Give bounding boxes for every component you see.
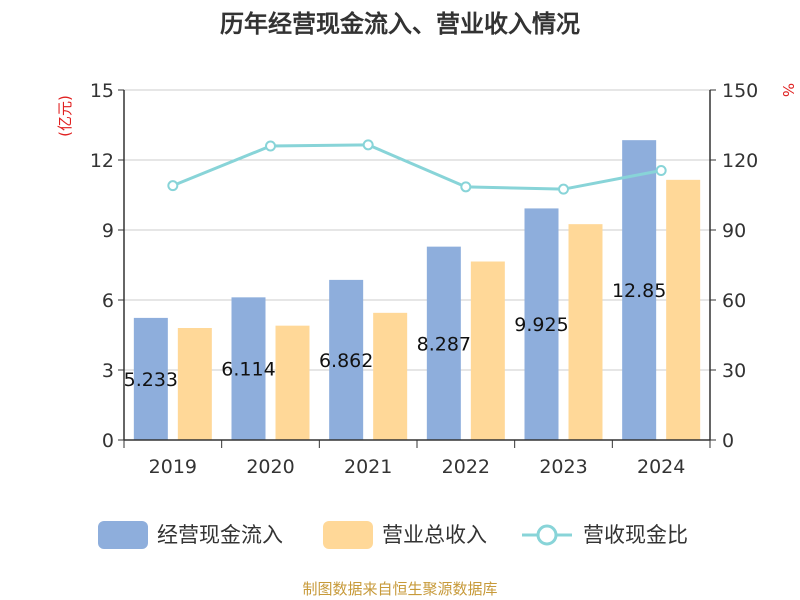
y-left-tick-label: 9 <box>102 220 114 242</box>
ratio-line <box>167 139 667 195</box>
y-left-unit: (亿元) <box>56 95 74 137</box>
y-left-tick-label: 6 <box>102 290 114 312</box>
legend-label-cash-inflow: 经营现金流入 <box>157 523 283 547</box>
legend-marker-ratio <box>536 524 558 546</box>
bar-cash-inflow <box>622 140 657 440</box>
bars <box>133 140 701 441</box>
bar-revenue <box>177 328 212 440</box>
data-label-cash-inflow: 5.233 <box>124 369 178 391</box>
legend-label-ratio: 营收现金比 <box>583 523 688 547</box>
bar-revenue <box>470 261 505 440</box>
data-label-cash-inflow: 9.925 <box>514 314 568 336</box>
bar-cash-inflow <box>231 297 266 440</box>
x-tick-label: 2019 <box>149 456 197 478</box>
source-note: 制图数据来自恒生聚源数据库 <box>302 580 497 598</box>
chart-title: 历年经营现金流入、营业收入情况 <box>220 10 580 38</box>
ratio-point <box>167 180 179 192</box>
x-tick-label: 2023 <box>539 456 587 478</box>
legend-label-revenue: 营业总收入 <box>382 523 487 547</box>
ratio-point <box>558 183 569 195</box>
y-right-unit: % <box>779 83 797 97</box>
y-left-tick-label: 12 <box>90 150 114 172</box>
ratio-line-path <box>172 143 662 191</box>
bar-revenue <box>666 179 701 441</box>
bar-revenue <box>275 325 310 440</box>
bar-cash-inflow <box>524 208 559 440</box>
bar-revenue <box>373 312 408 440</box>
grid <box>124 89 710 371</box>
y-right-tick-label: 120 <box>722 150 758 172</box>
y-left-tick-label: 0 <box>102 430 114 452</box>
x-tick-label: 2020 <box>246 456 294 478</box>
ratio-point <box>460 181 472 193</box>
y-right-tick-label: 30 <box>722 360 746 382</box>
ratio-point <box>265 140 276 152</box>
y-left-tick-label: 3 <box>102 360 114 382</box>
ratio-point <box>362 139 374 151</box>
legend-swatch-cash-inflow <box>98 521 148 549</box>
bar-cash-inflow <box>426 246 461 440</box>
y-right-tick-label: 90 <box>722 220 746 242</box>
x-tick-label: 2021 <box>344 456 392 478</box>
data-label-cash-inflow: 12.85 <box>612 280 666 302</box>
legend-swatch-revenue <box>323 521 373 549</box>
bar-cash-inflow <box>329 279 364 440</box>
y-right-tick-label: 60 <box>722 290 746 312</box>
data-label-cash-inflow: 8.287 <box>417 333 471 355</box>
bar-cash-inflow <box>133 317 168 440</box>
y-right-tick-label: 0 <box>722 430 734 452</box>
legend: 经营现金流入 营业总收入 营收现金比 <box>98 521 688 549</box>
data-label-cash-inflow: 6.862 <box>319 350 373 372</box>
data-labels: 5.233 6.114 6.862 8.287 9.925 12.85 <box>124 280 667 391</box>
x-tick-label: 2022 <box>442 456 490 478</box>
y-left-tick-label: 15 <box>90 80 114 102</box>
y-right-tick-label: 150 <box>722 80 758 102</box>
x-tick-label: 2024 <box>637 456 685 478</box>
bar-revenue <box>568 224 603 440</box>
data-label-cash-inflow: 6.114 <box>221 359 275 381</box>
ratio-point <box>655 165 667 176</box>
